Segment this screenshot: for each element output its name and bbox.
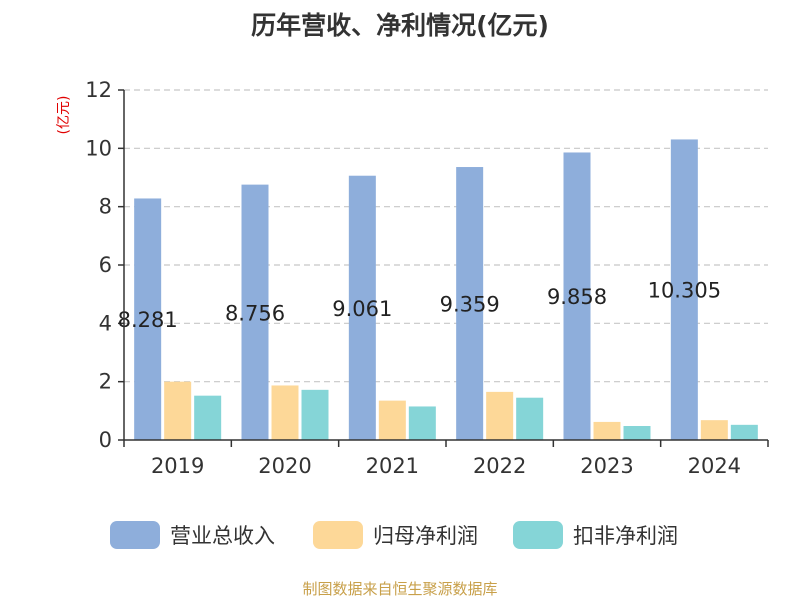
bar-2-2019 [164, 381, 192, 440]
y-axis-unit-label: (亿元) [56, 96, 72, 135]
x-tick-label: 2019 [151, 454, 204, 478]
legend-swatch [513, 521, 563, 549]
bar-3-2021 [408, 406, 436, 440]
bar-1-2021 [348, 175, 376, 441]
bar-3-2022 [516, 397, 544, 440]
data-label: 8.281 [118, 308, 178, 332]
y-tick-label: 10 [85, 136, 112, 160]
bar-1-2024 [670, 139, 698, 440]
bar-series [134, 139, 758, 441]
y-tick-label: 4 [99, 311, 112, 335]
data-labels: 8.281 8.756 9.061 9.359 9.858 10.305 [118, 279, 721, 333]
data-label: 8.756 [225, 301, 285, 325]
data-label: 9.858 [547, 285, 607, 309]
grid-lines [124, 89, 768, 383]
bar-3-2019 [194, 395, 222, 440]
bar-2-2023 [593, 421, 621, 440]
bar-3-2024 [730, 424, 758, 440]
y-tick-label: 8 [99, 195, 112, 219]
legend-swatch [110, 521, 160, 549]
data-label: 9.061 [332, 297, 392, 321]
x-axis-ticks: 2019 2020 2021 2022 2023 2024 [123, 440, 769, 478]
bar-2-2020 [271, 385, 299, 440]
chart-title: 历年营收、净利情况(亿元) [251, 11, 549, 40]
x-tick-label: 2022 [473, 454, 526, 478]
y-axis-ticks: 0 2 4 6 8 10 12 [85, 78, 124, 452]
bar-1-2020 [241, 184, 269, 440]
x-tick-label: 2020 [258, 454, 311, 478]
bar-3-2023 [623, 426, 651, 440]
y-tick-label: 2 [99, 370, 112, 394]
bar-2-2022 [486, 391, 514, 440]
legend-swatch [313, 521, 363, 549]
y-tick-label: 0 [99, 428, 112, 452]
y-tick-label: 6 [99, 253, 112, 277]
x-tick-label: 2024 [688, 454, 741, 478]
legend-label: 扣非净利润 [573, 524, 678, 548]
bar-1-2019 [134, 198, 162, 440]
bar-2-2024 [700, 420, 728, 440]
legend: 营业总收入 归母净利润 扣非净利润 [110, 521, 678, 549]
x-tick-label: 2021 [366, 454, 419, 478]
bar-2-2021 [378, 400, 406, 440]
data-label: 10.305 [648, 279, 721, 303]
x-tick-label: 2023 [580, 454, 633, 478]
data-label: 9.359 [440, 293, 500, 317]
bar-1-2023 [563, 152, 591, 440]
bar-1-2022 [456, 167, 484, 440]
y-tick-label: 12 [85, 78, 112, 102]
source-footer: 制图数据来自恒生聚源数据库 [302, 580, 497, 598]
legend-label: 营业总收入 [170, 524, 275, 548]
legend-label: 归母净利润 [373, 524, 478, 548]
bar-3-2020 [301, 389, 329, 440]
